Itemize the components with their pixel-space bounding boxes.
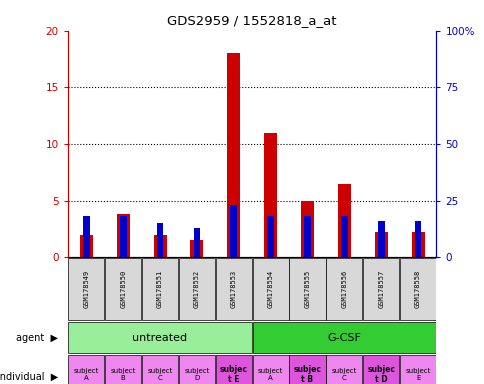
Text: subjec
t E: subjec t E (219, 364, 247, 384)
FancyBboxPatch shape (142, 355, 178, 384)
Bar (340, 217, 347, 257)
Bar (117, 214, 129, 257)
Bar (337, 184, 350, 257)
Bar (156, 223, 163, 257)
Bar (193, 228, 200, 257)
Text: subject
D: subject D (184, 368, 209, 381)
FancyBboxPatch shape (252, 258, 288, 320)
FancyBboxPatch shape (68, 322, 251, 353)
FancyBboxPatch shape (363, 355, 398, 384)
Title: GDS2959 / 1552818_a_at: GDS2959 / 1552818_a_at (167, 14, 336, 27)
Text: GSM178549: GSM178549 (83, 270, 89, 308)
Text: untreated: untreated (132, 333, 187, 343)
Text: GSM178557: GSM178557 (378, 270, 383, 308)
FancyBboxPatch shape (68, 355, 104, 384)
FancyBboxPatch shape (399, 258, 435, 320)
Bar (230, 205, 237, 257)
Bar (227, 53, 240, 257)
FancyBboxPatch shape (215, 258, 251, 320)
FancyBboxPatch shape (105, 258, 141, 320)
Text: subject
E: subject E (405, 368, 430, 381)
Bar (411, 232, 424, 257)
FancyBboxPatch shape (399, 355, 435, 384)
Text: GSM178558: GSM178558 (414, 270, 420, 308)
FancyBboxPatch shape (252, 355, 288, 384)
Bar (414, 221, 421, 257)
Text: subjec
t D: subjec t D (366, 364, 394, 384)
Bar (83, 217, 90, 257)
FancyBboxPatch shape (289, 355, 325, 384)
FancyBboxPatch shape (142, 258, 178, 320)
Text: subject
C: subject C (331, 368, 356, 381)
Bar (190, 240, 203, 257)
Bar (374, 232, 387, 257)
Text: G-CSF: G-CSF (327, 333, 361, 343)
Text: subject
A: subject A (257, 368, 283, 381)
FancyBboxPatch shape (326, 355, 362, 384)
Bar (267, 217, 273, 257)
FancyBboxPatch shape (363, 258, 398, 320)
Text: GSM178554: GSM178554 (267, 270, 273, 308)
Bar (303, 217, 310, 257)
Text: GSM178556: GSM178556 (341, 270, 347, 308)
Bar (377, 221, 384, 257)
FancyBboxPatch shape (105, 355, 141, 384)
Text: GSM178551: GSM178551 (157, 270, 163, 308)
Text: subject
C: subject C (147, 368, 172, 381)
Bar (80, 235, 92, 257)
FancyBboxPatch shape (289, 258, 325, 320)
Text: subject
B: subject B (110, 368, 136, 381)
Bar (264, 132, 276, 257)
FancyBboxPatch shape (179, 355, 214, 384)
Text: agent  ▶: agent ▶ (16, 333, 58, 343)
Text: subject
A: subject A (74, 368, 99, 381)
FancyBboxPatch shape (68, 258, 104, 320)
Text: GSM178552: GSM178552 (194, 270, 199, 308)
FancyBboxPatch shape (252, 322, 435, 353)
Text: subjec
t B: subjec t B (293, 364, 321, 384)
Bar (120, 217, 126, 257)
FancyBboxPatch shape (179, 258, 214, 320)
FancyBboxPatch shape (215, 355, 251, 384)
Text: individual  ▶: individual ▶ (0, 371, 58, 382)
Text: GSM178550: GSM178550 (120, 270, 126, 308)
FancyBboxPatch shape (326, 258, 362, 320)
Bar (153, 235, 166, 257)
Bar (301, 200, 313, 257)
Text: GSM178555: GSM178555 (304, 270, 310, 308)
Text: GSM178553: GSM178553 (230, 270, 236, 308)
